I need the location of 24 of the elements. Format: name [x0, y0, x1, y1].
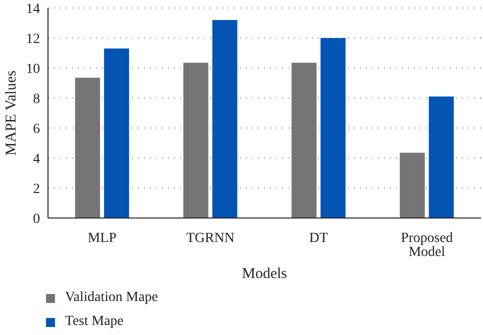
- y-tick-label: 4: [33, 152, 40, 167]
- y-axis-title: MAPE Values: [3, 70, 20, 156]
- y-tick-label: 14: [26, 2, 40, 17]
- y-tick-label: 10: [26, 62, 40, 77]
- y-tick-label: 8: [33, 92, 40, 107]
- bar: [400, 152, 425, 218]
- x-tick-label: MLP: [88, 230, 117, 246]
- x-tick-label: Proposed Model: [400, 230, 453, 260]
- bar: [104, 48, 130, 218]
- y-tick-label: 6: [33, 122, 40, 137]
- legend-label: Test Mape: [65, 314, 124, 330]
- bar: [212, 20, 238, 218]
- bar: [320, 38, 346, 218]
- x-axis-title: Models: [242, 266, 288, 282]
- x-tick-label: TGRNN: [186, 230, 234, 246]
- y-tick-label: 12: [26, 32, 40, 47]
- bar: [75, 78, 100, 218]
- y-tick-label: 0: [33, 212, 40, 227]
- legend-label: Validation Mape: [65, 290, 158, 306]
- bar: [428, 96, 454, 218]
- x-tick-label: DT: [309, 230, 328, 246]
- y-tick-label: 2: [33, 182, 40, 197]
- bar: [292, 62, 317, 218]
- bar: [183, 62, 208, 218]
